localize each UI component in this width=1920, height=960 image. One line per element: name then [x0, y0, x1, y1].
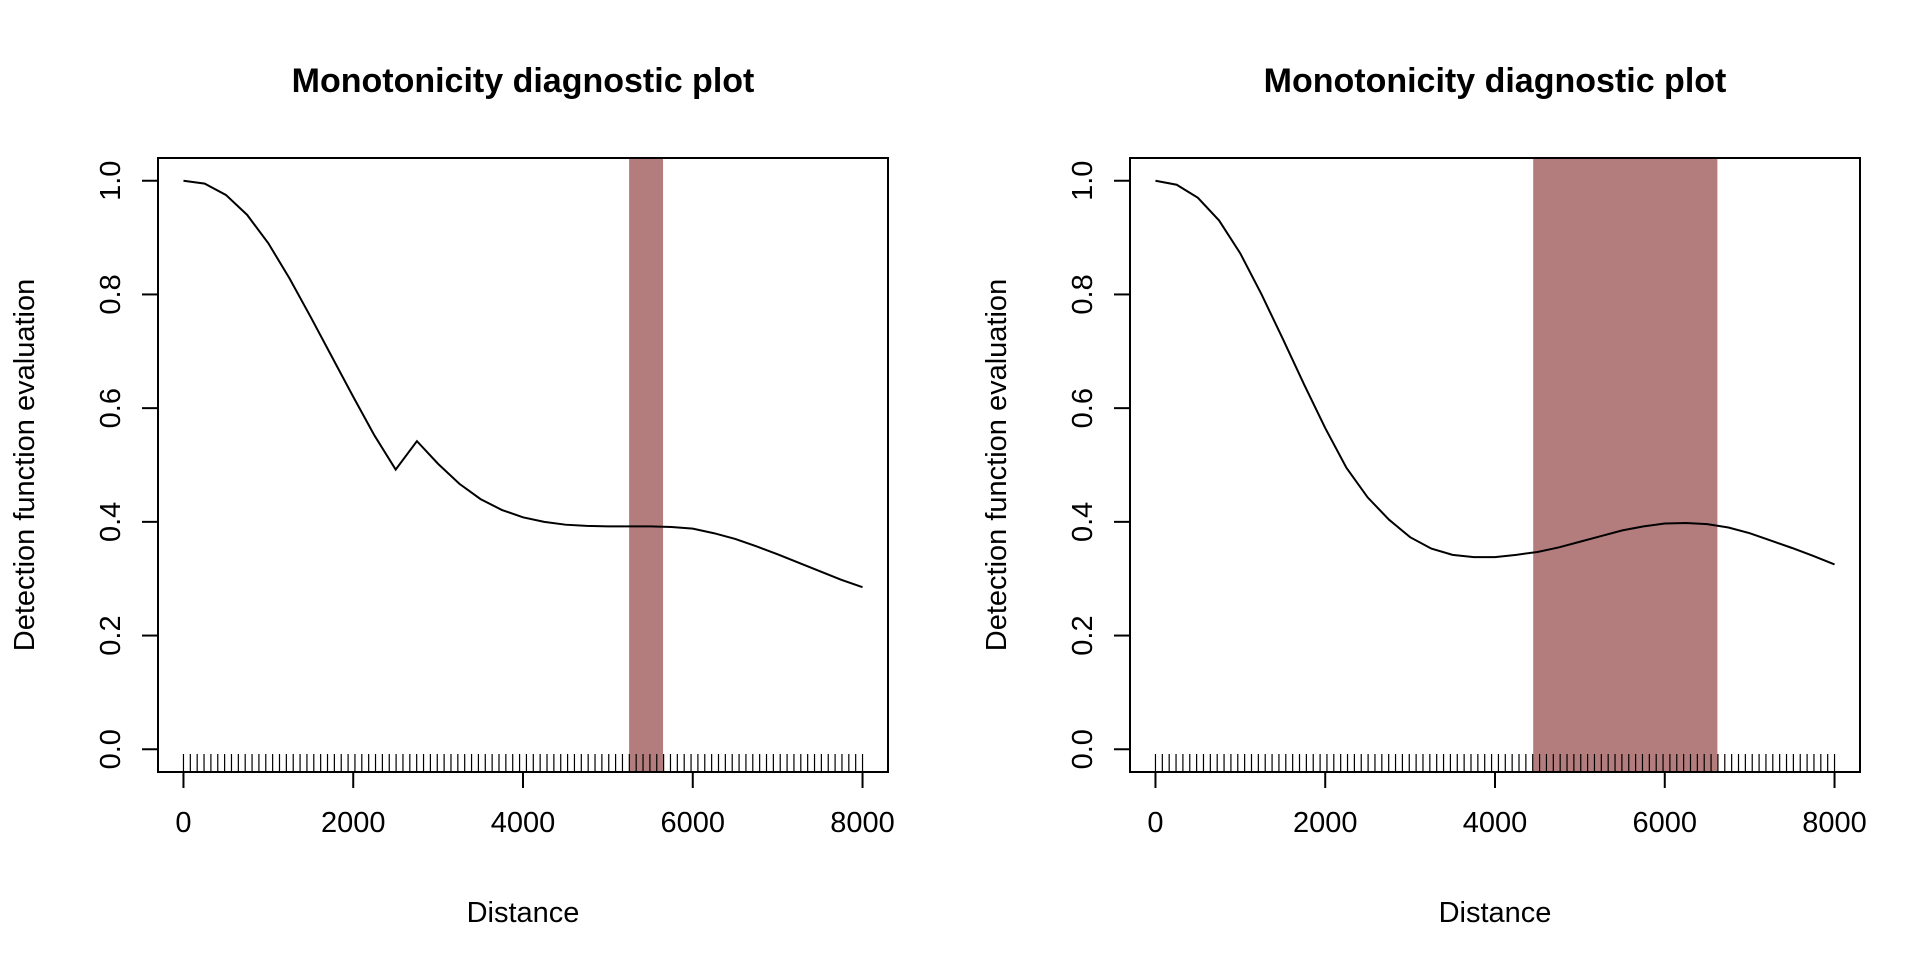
y-tick-label: 0.0	[1067, 729, 1099, 769]
x-tick-label: 8000	[1802, 807, 1867, 839]
y-tick-label: 0.2	[1067, 615, 1099, 655]
y-tick-label: 1.0	[95, 161, 127, 201]
x-tick-label: 6000	[661, 807, 726, 839]
chart-title: Monotonicity diagnostic plot	[1264, 62, 1727, 100]
y-tick-label: 0.4	[95, 502, 127, 542]
y-axis-label: Detection function evaluation	[9, 279, 41, 651]
highlight-region	[629, 158, 664, 772]
x-axis-label: Distance	[467, 897, 580, 929]
y-tick-label: 0.8	[1067, 274, 1099, 314]
plot-frame	[1129, 157, 1861, 773]
rug	[182, 754, 864, 772]
x-axis-label: Distance	[1439, 897, 1552, 929]
x-tick-label: 4000	[491, 807, 556, 839]
y-tick-label: 0.0	[95, 729, 127, 769]
series-line	[1155, 179, 1835, 566]
x-tick-label: 0	[175, 807, 191, 839]
y-tick-label: 0.8	[95, 274, 127, 314]
y-tick-label: 0.6	[95, 388, 127, 428]
panel-right: 0 2000 4000 6000 8000 0.0 0.2 0.4 0.6 0.8 1.0 Monot…	[981, 62, 1867, 929]
x-tick-label: 0	[1147, 807, 1163, 839]
rug	[1154, 754, 1836, 772]
x-tick-label: 2000	[321, 807, 386, 839]
x-tick-label: 6000	[1633, 807, 1698, 839]
chart-title: Monotonicity diagnostic plot	[292, 62, 755, 100]
panel-left: 0 2000 4000 6000 8000 0.0 0.2 0.4 0.6 0.8 1.0 Monot…	[9, 62, 895, 929]
plot-frame	[157, 157, 889, 773]
x-tick-label: 4000	[1463, 807, 1528, 839]
y-tick-label: 0.6	[1067, 388, 1099, 428]
x-tick-label: 8000	[830, 807, 895, 839]
y-axis-label: Detection function evaluation	[981, 279, 1013, 651]
highlight-region	[1533, 158, 1718, 772]
series-line	[183, 179, 863, 589]
y-tick-label: 1.0	[1067, 161, 1099, 201]
y-tick-label: 0.4	[1067, 502, 1099, 542]
x-tick-label: 2000	[1293, 807, 1358, 839]
y-tick-label: 0.2	[95, 615, 127, 655]
